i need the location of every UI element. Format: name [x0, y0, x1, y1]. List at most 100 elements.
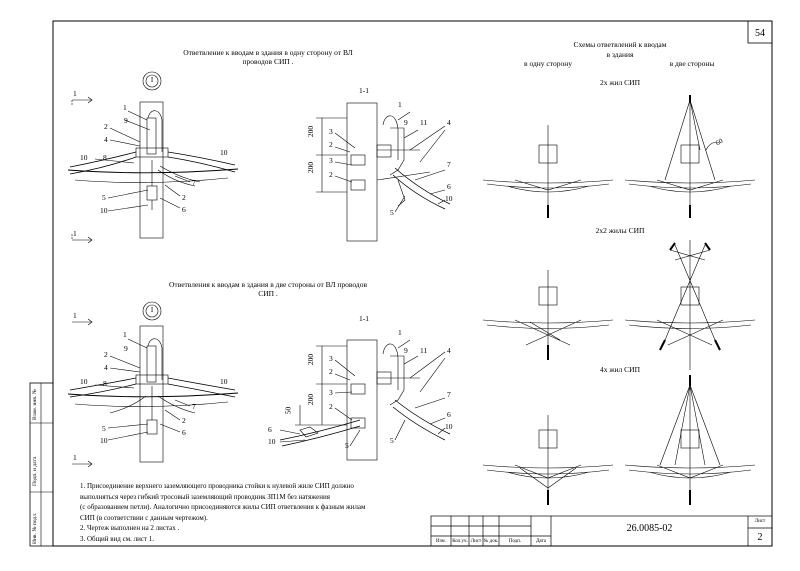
cut-marker: 1: [73, 311, 77, 320]
callout: 9: [404, 346, 408, 355]
callout: 7: [192, 178, 196, 187]
note-line: выполняться через гибкий тросовый заземл…: [80, 492, 330, 501]
callout: 11: [420, 118, 428, 127]
note-line: 1. Присоединение верхнего заземляющего п…: [80, 482, 354, 490]
scheme-2x2-one-side: [482, 270, 614, 360]
callout: 6: [182, 428, 186, 437]
col-label: Подп.: [508, 539, 522, 544]
callout: 3: [329, 354, 333, 363]
scheme-4-two-sides: [624, 375, 756, 505]
col-label: Лист: [470, 539, 482, 544]
callout: 2: [329, 402, 333, 411]
schemes-subtitle: в здания: [606, 50, 634, 59]
callout: 4: [104, 135, 108, 144]
notes: 1. Присоединение верхнего заземляющего п…: [80, 481, 365, 544]
callout: 6: [268, 425, 272, 434]
callout: 7: [447, 390, 451, 399]
dimension: 50: [283, 406, 293, 415]
document-code: 26.0085-02: [626, 523, 673, 534]
side-label: Инв. № подл.: [32, 512, 38, 544]
callout: 2: [329, 170, 333, 179]
note-line: СИП (в соответствии с данным чертежом).: [80, 513, 208, 522]
side-label: Взам. инв. №: [32, 389, 38, 420]
callout: 8: [103, 379, 107, 388]
callout: 5: [390, 436, 394, 445]
callout: 6: [447, 182, 451, 191]
callout: 8: [103, 153, 107, 162]
sheet-frame: [52, 20, 773, 547]
callout: 3: [329, 156, 333, 165]
callout: 10: [445, 194, 453, 203]
callout: 10: [268, 437, 276, 446]
scheme-title-2: 2х жил СИП: [599, 78, 641, 87]
scheme-title-2x2: 2х2 жилы СИП: [595, 226, 645, 235]
schemes-title: Схемы ответвлений к вводам: [573, 40, 667, 49]
callout: 1: [398, 328, 402, 337]
callout: 2: [182, 193, 186, 202]
front-view-one-side: [67, 71, 239, 244]
callout: 2: [329, 367, 333, 376]
callout: 11: [420, 346, 428, 355]
callout: 2: [182, 416, 186, 425]
callout: 10: [80, 153, 88, 162]
callout: 5: [102, 193, 106, 202]
cut-marker: 1: [73, 229, 77, 238]
callout: 3: [329, 127, 333, 136]
scheme-4-one-side: [482, 415, 614, 505]
side-stamp-column: [29, 382, 54, 547]
callout: 6: [447, 410, 451, 419]
callout: 10: [100, 436, 108, 445]
callout: 1: [123, 103, 127, 112]
cut-marker: 1: [73, 453, 77, 462]
callout: 5: [102, 424, 106, 433]
title-two-sides: Ответвления к вводам в здания в две стор…: [169, 280, 367, 298]
col-label: Изм.: [436, 539, 446, 544]
side-label: Подп. и дата: [32, 456, 38, 486]
scheme-2x2-two-sides: [624, 240, 756, 370]
sheet-number: 54: [755, 28, 765, 39]
callout: 3: [329, 388, 333, 397]
callout: 2: [104, 122, 108, 131]
callout: 2: [104, 350, 108, 359]
callout: 10: [445, 422, 453, 431]
scheme-title-4: 4х жил СИП: [599, 365, 641, 374]
title-block: [430, 515, 773, 547]
callout: 5: [390, 208, 394, 217]
dimension: 200: [306, 353, 316, 366]
callout: 6: [182, 205, 186, 214]
title-one-side: Ответвление к вводам в здания в одну сто…: [183, 48, 353, 66]
view-label-bottom: I: [150, 306, 154, 314]
scheme-2-one-side: [482, 125, 614, 218]
column-one-side: в одну сторону: [524, 59, 572, 68]
callout: 7: [192, 402, 196, 411]
dimension: 200: [306, 161, 316, 174]
sheet-value: 2: [757, 532, 763, 543]
dimension: 200: [306, 393, 316, 406]
callout: 1: [398, 100, 402, 109]
callout: 5: [345, 441, 349, 450]
callout: 10: [80, 377, 88, 386]
callout: 4: [447, 346, 451, 355]
section-view-one-side: [316, 102, 451, 242]
sheet-label: Лист: [754, 519, 766, 524]
view-label-top: I: [150, 76, 154, 84]
callout: 7: [447, 160, 451, 169]
callout: 9: [404, 118, 408, 127]
callout: 10: [100, 206, 108, 215]
sheet-number-box: [747, 20, 773, 44]
dimension: 200: [306, 125, 316, 138]
front-view-two-sides: [67, 301, 239, 468]
callout: 10: [220, 148, 228, 157]
callout: 9: [124, 344, 128, 353]
section-view-two-sides: [279, 339, 451, 461]
note-line: 2. Чертеж выполнен на 2 листах .: [80, 524, 180, 532]
section-label-bottom: 1-1: [359, 314, 369, 323]
callout: 1: [123, 330, 127, 339]
callout: 10: [220, 377, 228, 386]
callout: 4: [104, 363, 108, 372]
col-label: Дата: [536, 539, 546, 544]
callout: 2: [329, 140, 333, 149]
callout: 9: [124, 116, 128, 125]
